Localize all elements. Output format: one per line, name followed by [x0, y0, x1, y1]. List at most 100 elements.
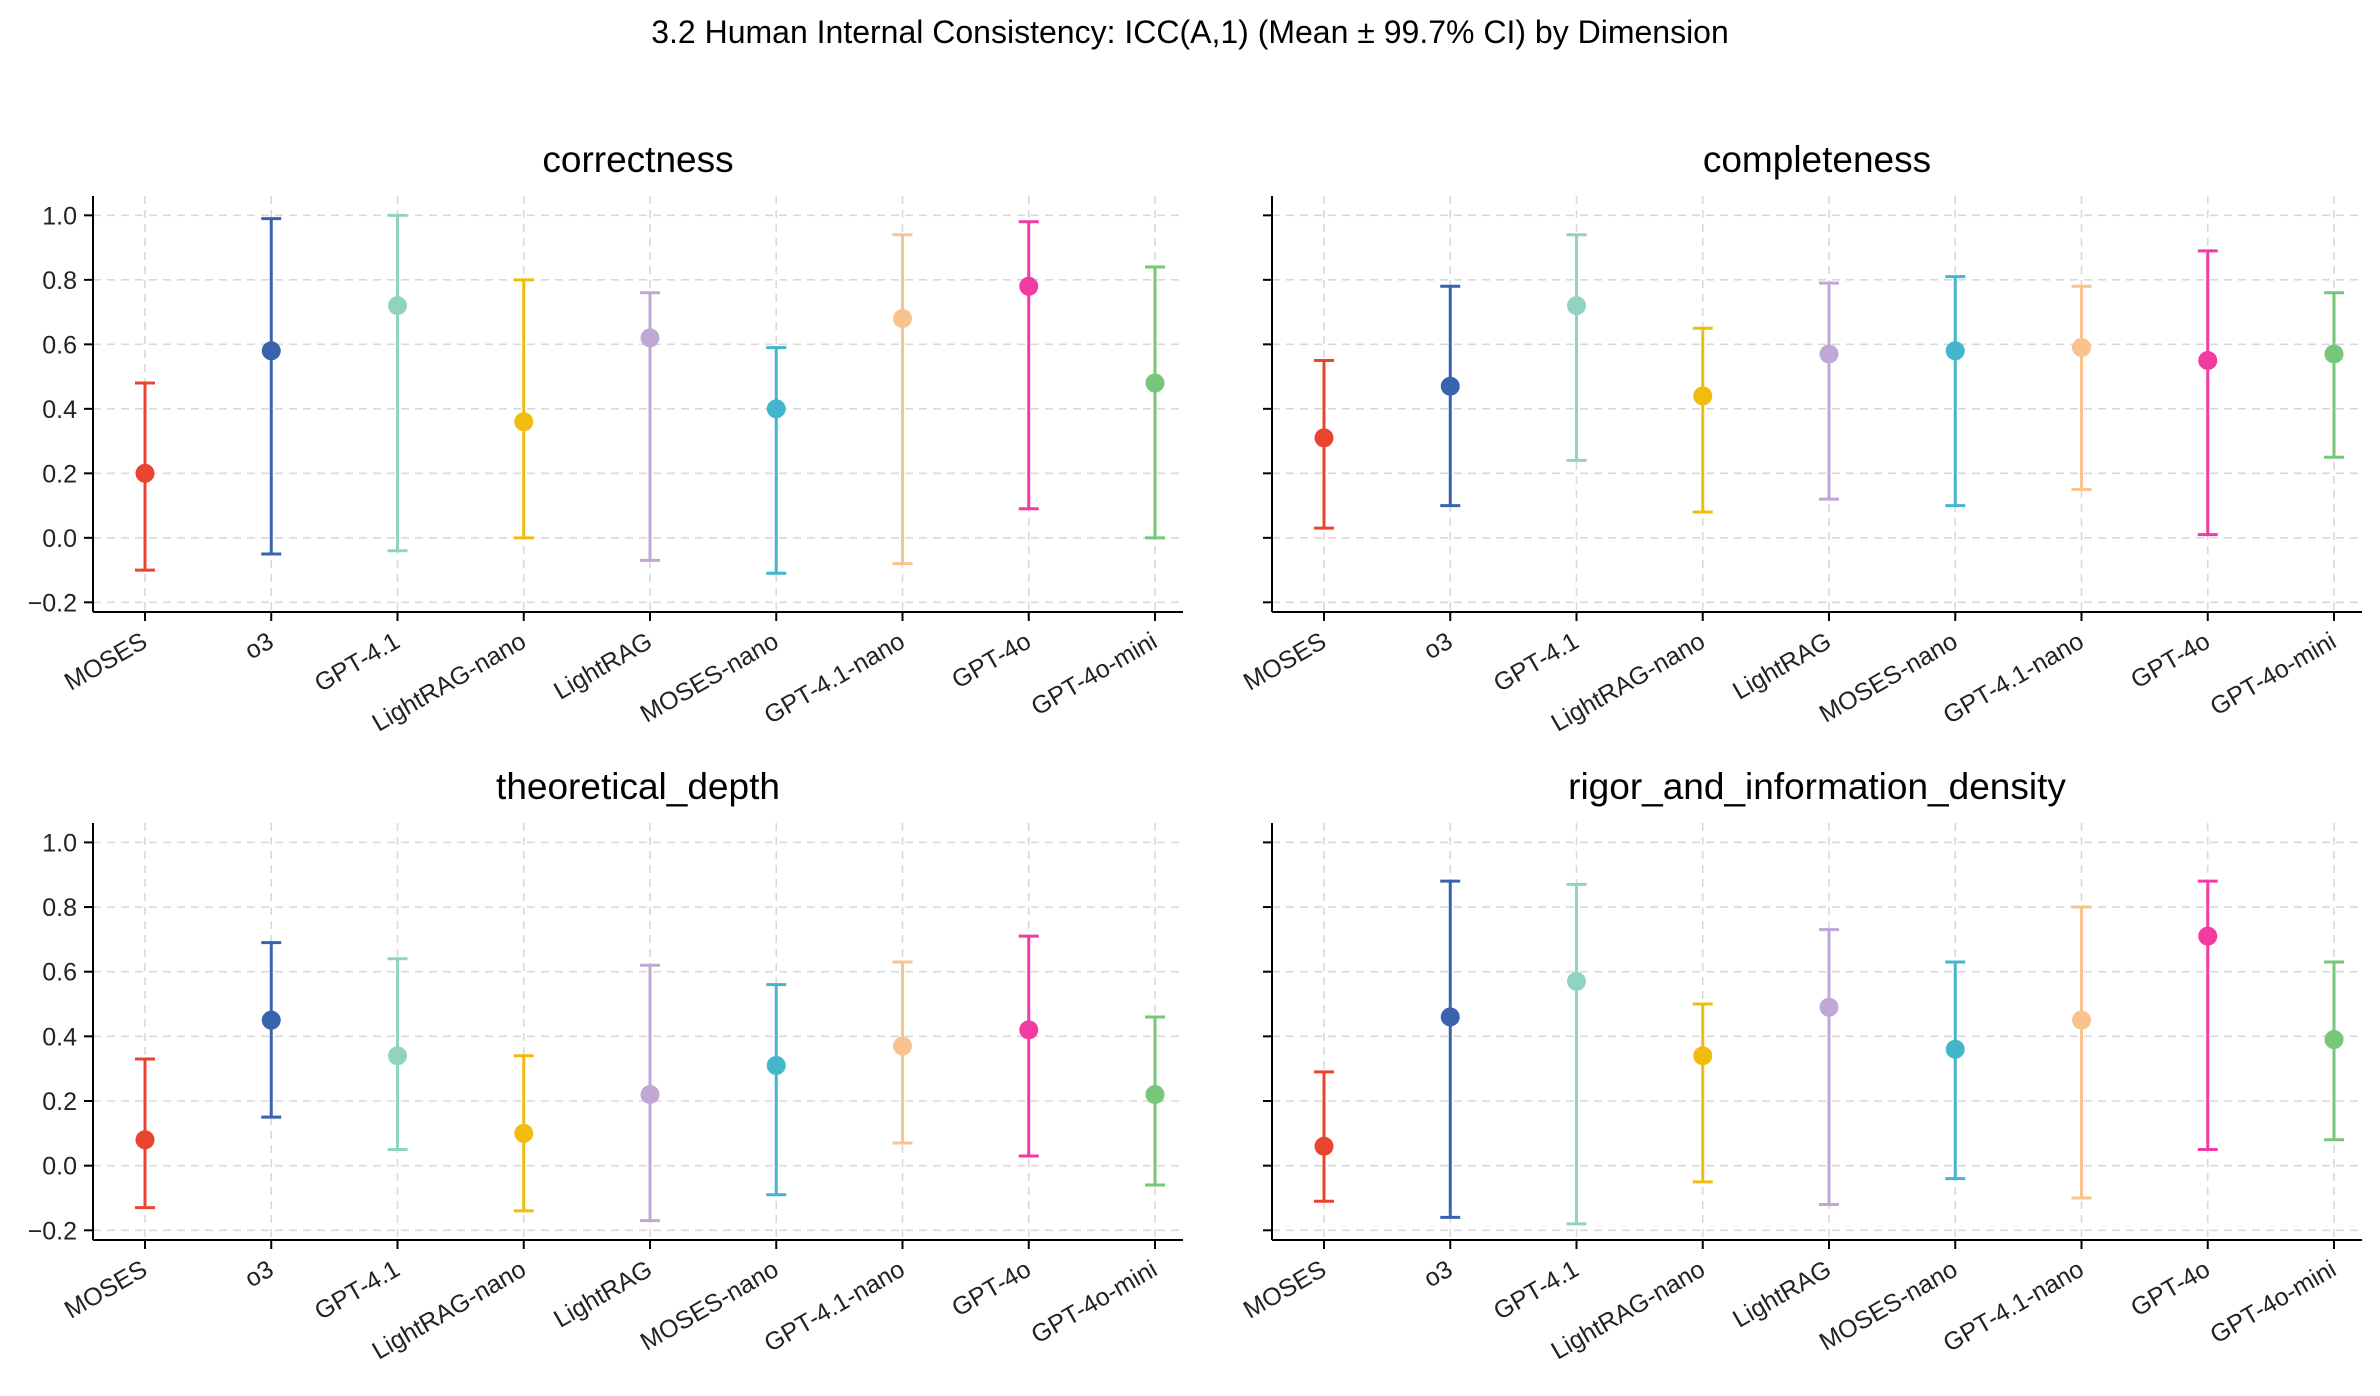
- x-tick-label: GPT-4.1: [1489, 627, 1584, 698]
- y-tick-label: 0.8: [42, 267, 77, 295]
- errorbar-moses-nano: [1945, 960, 1966, 1181]
- x-tick-label: GPT-4.1: [310, 1255, 405, 1326]
- errorbar-o3: [1440, 879, 1461, 1219]
- y-tick-label: 0.2: [42, 460, 77, 488]
- subplot-correctness: correctness 1.0 0.8 0.6 0.4 0.2 0.0 −0.2 MOSES o3…: [28, 139, 1183, 737]
- x-tick-label: MOSES: [60, 627, 152, 696]
- errorbar-o3: [1440, 284, 1461, 508]
- x-tick-label: GPT-4.1-nano: [1939, 627, 2089, 730]
- mean-point: [514, 412, 534, 432]
- mean-point: [1945, 1039, 1965, 1059]
- y-tick-label: −0.2: [28, 1217, 77, 1245]
- y-tick-label: 1.0: [42, 829, 77, 857]
- mean-point: [1567, 296, 1586, 316]
- x-tick-label: GPT-4o-mini: [1026, 1255, 1162, 1349]
- x-tick-label: GPT-4o: [947, 1255, 1036, 1322]
- errorbar-lightrag-nano: [513, 1054, 534, 1213]
- x-tick-label: GPT-4o: [2126, 1255, 2215, 1322]
- errorbar-gpt-4o: [2197, 249, 2218, 537]
- x-tick-label: GPT-4.1: [1489, 1255, 1584, 1326]
- mean-point: [1819, 997, 1839, 1017]
- errorbar-lightrag: [640, 291, 660, 562]
- mean-point: [893, 1036, 912, 1056]
- x-tick-label: GPT-4.1-nano: [760, 1255, 910, 1358]
- x-tick-label: MOSES-nano: [1815, 1255, 1963, 1356]
- y-tick-label: 0.8: [42, 894, 77, 922]
- mean-point: [2324, 1030, 2344, 1050]
- x-tick-label: LightRAG: [549, 627, 657, 705]
- x-tick-label: o3: [1419, 627, 1457, 665]
- errorbar-gpt-4o-mini: [1145, 265, 1165, 540]
- errorbar-moses-nano: [766, 983, 787, 1197]
- mean-point: [388, 296, 407, 316]
- x-tick-label: MOSES: [60, 1255, 152, 1324]
- mean-point: [2324, 344, 2344, 364]
- y-tick-label: 0.2: [42, 1088, 77, 1116]
- errorbar-moses-nano: [1945, 275, 1966, 508]
- errorbar-moses-nano: [766, 346, 787, 575]
- errorbar-lightrag: [640, 963, 660, 1223]
- errorbar-o3: [261, 217, 282, 556]
- errorbar-gpt-4o-mini: [2324, 291, 2344, 459]
- y-tick-label: 0.0: [42, 1153, 77, 1181]
- mean-point: [1693, 1046, 1713, 1066]
- mean-point: [1314, 428, 1334, 448]
- y-tick-label: 0.6: [42, 331, 77, 359]
- x-tick-label: MOSES: [1239, 627, 1331, 696]
- errorbar-moses: [1314, 1070, 1334, 1203]
- errorbar-moses: [1314, 358, 1334, 530]
- y-tick-label: 1.0: [42, 202, 77, 230]
- errorbar-gpt-4o: [1018, 934, 1039, 1158]
- x-tick-label: LightRAG: [1728, 1255, 1836, 1333]
- y-tick-label: 0.6: [42, 959, 77, 987]
- x-tick-label: GPT-4o-mini: [2205, 627, 2341, 721]
- mean-point: [640, 1085, 660, 1105]
- mean-point: [1019, 276, 1039, 296]
- errorbar-lightrag-nano: [1692, 326, 1713, 514]
- mean-point: [1314, 1136, 1334, 1156]
- errorbar-gpt-4o: [2197, 879, 2218, 1151]
- x-tick-label: GPT-4o-mini: [2205, 1255, 2341, 1349]
- mean-point: [893, 309, 912, 329]
- errorbar-lightrag-nano: [1692, 1002, 1713, 1184]
- x-tick-label: MOSES-nano: [636, 627, 784, 728]
- y-tick-label: 0.4: [42, 1023, 77, 1051]
- x-tick-label: GPT-4o: [947, 627, 1036, 694]
- errorbar-gpt-4-1-nano: [892, 960, 913, 1145]
- errorbar-lightrag: [1819, 281, 1839, 501]
- mean-point: [1693, 386, 1713, 406]
- subplot-theoretical-depth: theoretical_depth 1.0 0.8 0.6 0.4 0.2 0.0 −0.2 M…: [28, 766, 1183, 1365]
- errorbar-moses: [135, 381, 155, 572]
- x-tick-label: GPT-4o: [2126, 627, 2215, 694]
- mean-point: [2072, 338, 2091, 358]
- mean-point: [1440, 376, 1460, 396]
- errorbar-gpt-4o-mini: [2324, 960, 2344, 1142]
- mean-point: [1819, 344, 1839, 364]
- errorbar-o3: [261, 941, 282, 1119]
- mean-point: [514, 1123, 534, 1143]
- x-tick-label: o3: [240, 627, 278, 665]
- errorbar-moses: [135, 1057, 155, 1210]
- x-tick-label: GPT-4o-mini: [1026, 627, 1162, 721]
- x-tick-label: o3: [1419, 1255, 1457, 1293]
- mean-point: [1945, 341, 1965, 361]
- errorbar-gpt-4-1-nano: [892, 233, 913, 566]
- mean-point: [1145, 373, 1165, 393]
- mean-point: [640, 328, 660, 348]
- mean-point: [766, 399, 786, 419]
- mean-point: [766, 1055, 786, 1075]
- x-tick-label: GPT-4.1: [310, 627, 405, 698]
- x-tick-label: GPT-4.1-nano: [1939, 1255, 2089, 1358]
- errorbar-gpt-4o: [1018, 220, 1039, 511]
- x-tick-label: o3: [240, 1255, 278, 1293]
- mean-point: [2198, 350, 2218, 370]
- errorbar-gpt-4-1: [1566, 882, 1587, 1226]
- x-tick-label: LightRAG: [549, 1255, 657, 1333]
- mean-point: [1145, 1085, 1165, 1105]
- mean-point: [135, 1130, 155, 1150]
- mean-point: [135, 463, 155, 483]
- errorbar-gpt-4-1: [387, 957, 408, 1151]
